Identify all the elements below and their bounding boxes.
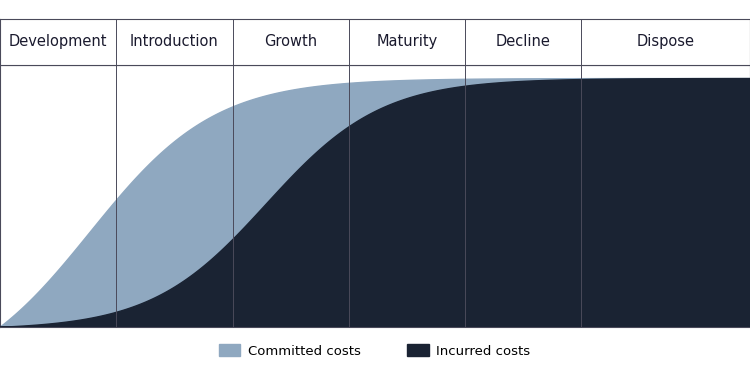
Text: Introduction: Introduction bbox=[130, 34, 219, 49]
Text: Decline: Decline bbox=[496, 34, 550, 49]
Text: Growth: Growth bbox=[264, 34, 317, 49]
Text: Development: Development bbox=[9, 34, 107, 49]
Text: Dispose: Dispose bbox=[637, 34, 694, 49]
Text: Maturity: Maturity bbox=[376, 34, 437, 49]
Legend: Committed costs, Incurred costs: Committed costs, Incurred costs bbox=[214, 338, 536, 363]
